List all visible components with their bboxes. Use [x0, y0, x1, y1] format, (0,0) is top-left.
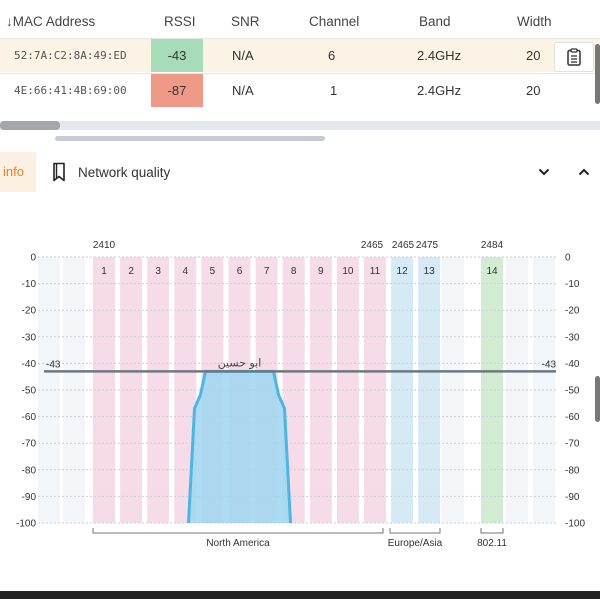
- network-name-label: ابو حسين: [218, 356, 262, 369]
- channel-label: 14: [486, 266, 498, 277]
- y-tick-label-right: -10: [565, 279, 580, 290]
- page-vertical-scrollbar[interactable]: [595, 376, 600, 422]
- channel-label: 8: [291, 266, 297, 277]
- threshold-label-right: -43: [542, 359, 557, 370]
- channel-label: 4: [183, 266, 189, 277]
- y-tick-label-left: -100: [16, 519, 36, 530]
- region-label: Europe/Asia: [388, 538, 443, 549]
- channel-label: 13: [424, 266, 436, 277]
- channel-label: 9: [318, 266, 324, 277]
- column-channel-header[interactable]: Channel: [309, 14, 360, 29]
- channel-band: [418, 257, 441, 523]
- y-tick-label-right: 0: [565, 253, 571, 264]
- rssi-cell: -43: [151, 39, 203, 72]
- tab-info[interactable]: info: [0, 152, 36, 192]
- table-row[interactable]: 52:7A:C2:8A:49:ED -43 N/A 6 2.4GHz 20: [0, 38, 600, 72]
- region-label: 802.11: [477, 538, 507, 549]
- y-tick-label-right: -70: [565, 439, 580, 450]
- channel-label: 1: [101, 266, 107, 277]
- copy-row-button[interactable]: [554, 42, 594, 72]
- y-tick-label-right: -60: [565, 412, 580, 423]
- empty-band: [38, 257, 60, 523]
- frequency-label: 2410: [93, 240, 116, 251]
- snr-cell: N/A: [232, 83, 254, 98]
- bottom-divider: [0, 591, 600, 599]
- rssi-cell: -87: [151, 74, 203, 107]
- mac-cell: 4E:66:41:4B:69:00: [14, 84, 127, 97]
- empty-band: [506, 257, 528, 523]
- snr-cell: N/A: [232, 48, 254, 63]
- y-tick-label-right: -30: [565, 332, 580, 343]
- table-horizontal-scrollbar[interactable]: [0, 121, 600, 130]
- table-vertical-scrollbar[interactable]: [595, 44, 600, 104]
- column-rssi-header[interactable]: RSSI: [164, 14, 196, 29]
- channel-label: 6: [237, 266, 243, 277]
- chevron-up-icon: [578, 168, 590, 176]
- frequency-label: 2465: [392, 240, 415, 251]
- empty-band: [442, 257, 464, 523]
- device-table: ↓MAC Address RSSI SNR Channel Band Width…: [0, 0, 600, 140]
- secondary-scrollbar[interactable]: [55, 136, 325, 141]
- collapse-button[interactable]: [534, 162, 554, 182]
- y-tick-label-right: -90: [565, 492, 580, 503]
- width-cell: 20: [526, 48, 541, 63]
- column-mac-header[interactable]: ↓MAC Address: [6, 14, 96, 29]
- section-tabs: info Network quality: [0, 152, 600, 192]
- y-tick-label-left: -80: [22, 465, 37, 476]
- channel-cell: 6: [328, 48, 336, 63]
- clipboard-icon: [567, 48, 581, 66]
- channel-label: 11: [370, 266, 381, 277]
- y-tick-label-left: -40: [22, 359, 37, 370]
- chevron-down-icon: [538, 168, 550, 176]
- y-tick-label-left: -10: [22, 279, 37, 290]
- table-horizontal-scroll-thumb[interactable]: [0, 121, 60, 130]
- region-bracket: [389, 528, 441, 534]
- tab-network-quality[interactable]: Network quality: [52, 152, 170, 192]
- channel-label: 5: [210, 266, 216, 277]
- width-cell: 20: [526, 83, 541, 98]
- channel-chart: 0 0 -10 -10 -20 -20 -30 -30 -40 -40 -50 -50 -60 -60 -7…: [16, 240, 585, 549]
- y-tick-label-right: -40: [565, 359, 580, 370]
- expand-button[interactable]: [574, 162, 594, 182]
- channel-band: [309, 257, 332, 523]
- region-bracket: [480, 528, 504, 534]
- frequency-label: 2484: [481, 240, 504, 251]
- region-label: North America: [206, 538, 270, 549]
- y-tick-label-right: -100: [565, 519, 585, 530]
- channel-label: 12: [397, 266, 409, 277]
- table-header: ↓MAC Address RSSI SNR Channel Band Width: [0, 5, 600, 38]
- y-tick-label-right: -20: [565, 306, 580, 317]
- mac-cell: 52:7A:C2:8A:49:ED: [14, 49, 127, 62]
- y-tick-label-left: -60: [22, 412, 37, 423]
- channel-cell: 1: [330, 83, 338, 98]
- band-cell: 2.4GHz: [417, 83, 462, 98]
- y-tick-label-left: 0: [30, 253, 36, 264]
- channel-label: 2: [128, 266, 134, 277]
- column-width-header[interactable]: Width: [517, 14, 552, 29]
- sort-icon: ↓: [6, 14, 13, 29]
- column-snr-header[interactable]: SNR: [231, 14, 260, 29]
- channel-label: 3: [155, 266, 161, 277]
- region-bracket: [92, 528, 384, 534]
- bookmark-icon: [53, 162, 65, 182]
- y-tick-label-right: -50: [565, 386, 580, 397]
- y-tick-label-left: -20: [22, 306, 37, 317]
- y-tick-label-right: -80: [565, 465, 580, 476]
- network-signal-area[interactable]: [188, 371, 291, 523]
- column-band-header[interactable]: Band: [419, 14, 451, 29]
- frequency-label: 2465: [361, 240, 384, 251]
- y-tick-label-left: -70: [22, 439, 37, 450]
- channel-label: 7: [264, 266, 270, 277]
- channel-label: 10: [342, 266, 354, 277]
- y-tick-label-left: -90: [22, 492, 37, 503]
- threshold-label-left: -43: [46, 359, 61, 370]
- frequency-label: 2475: [416, 240, 439, 251]
- table-row[interactable]: 4E:66:41:4B:69:00 -87 N/A 1 2.4GHz 20: [0, 73, 600, 107]
- band-cell: 2.4GHz: [417, 48, 462, 63]
- y-tick-label-left: -50: [22, 386, 37, 397]
- y-tick-label-left: -30: [22, 332, 37, 343]
- tab-network-quality-label: Network quality: [78, 164, 171, 180]
